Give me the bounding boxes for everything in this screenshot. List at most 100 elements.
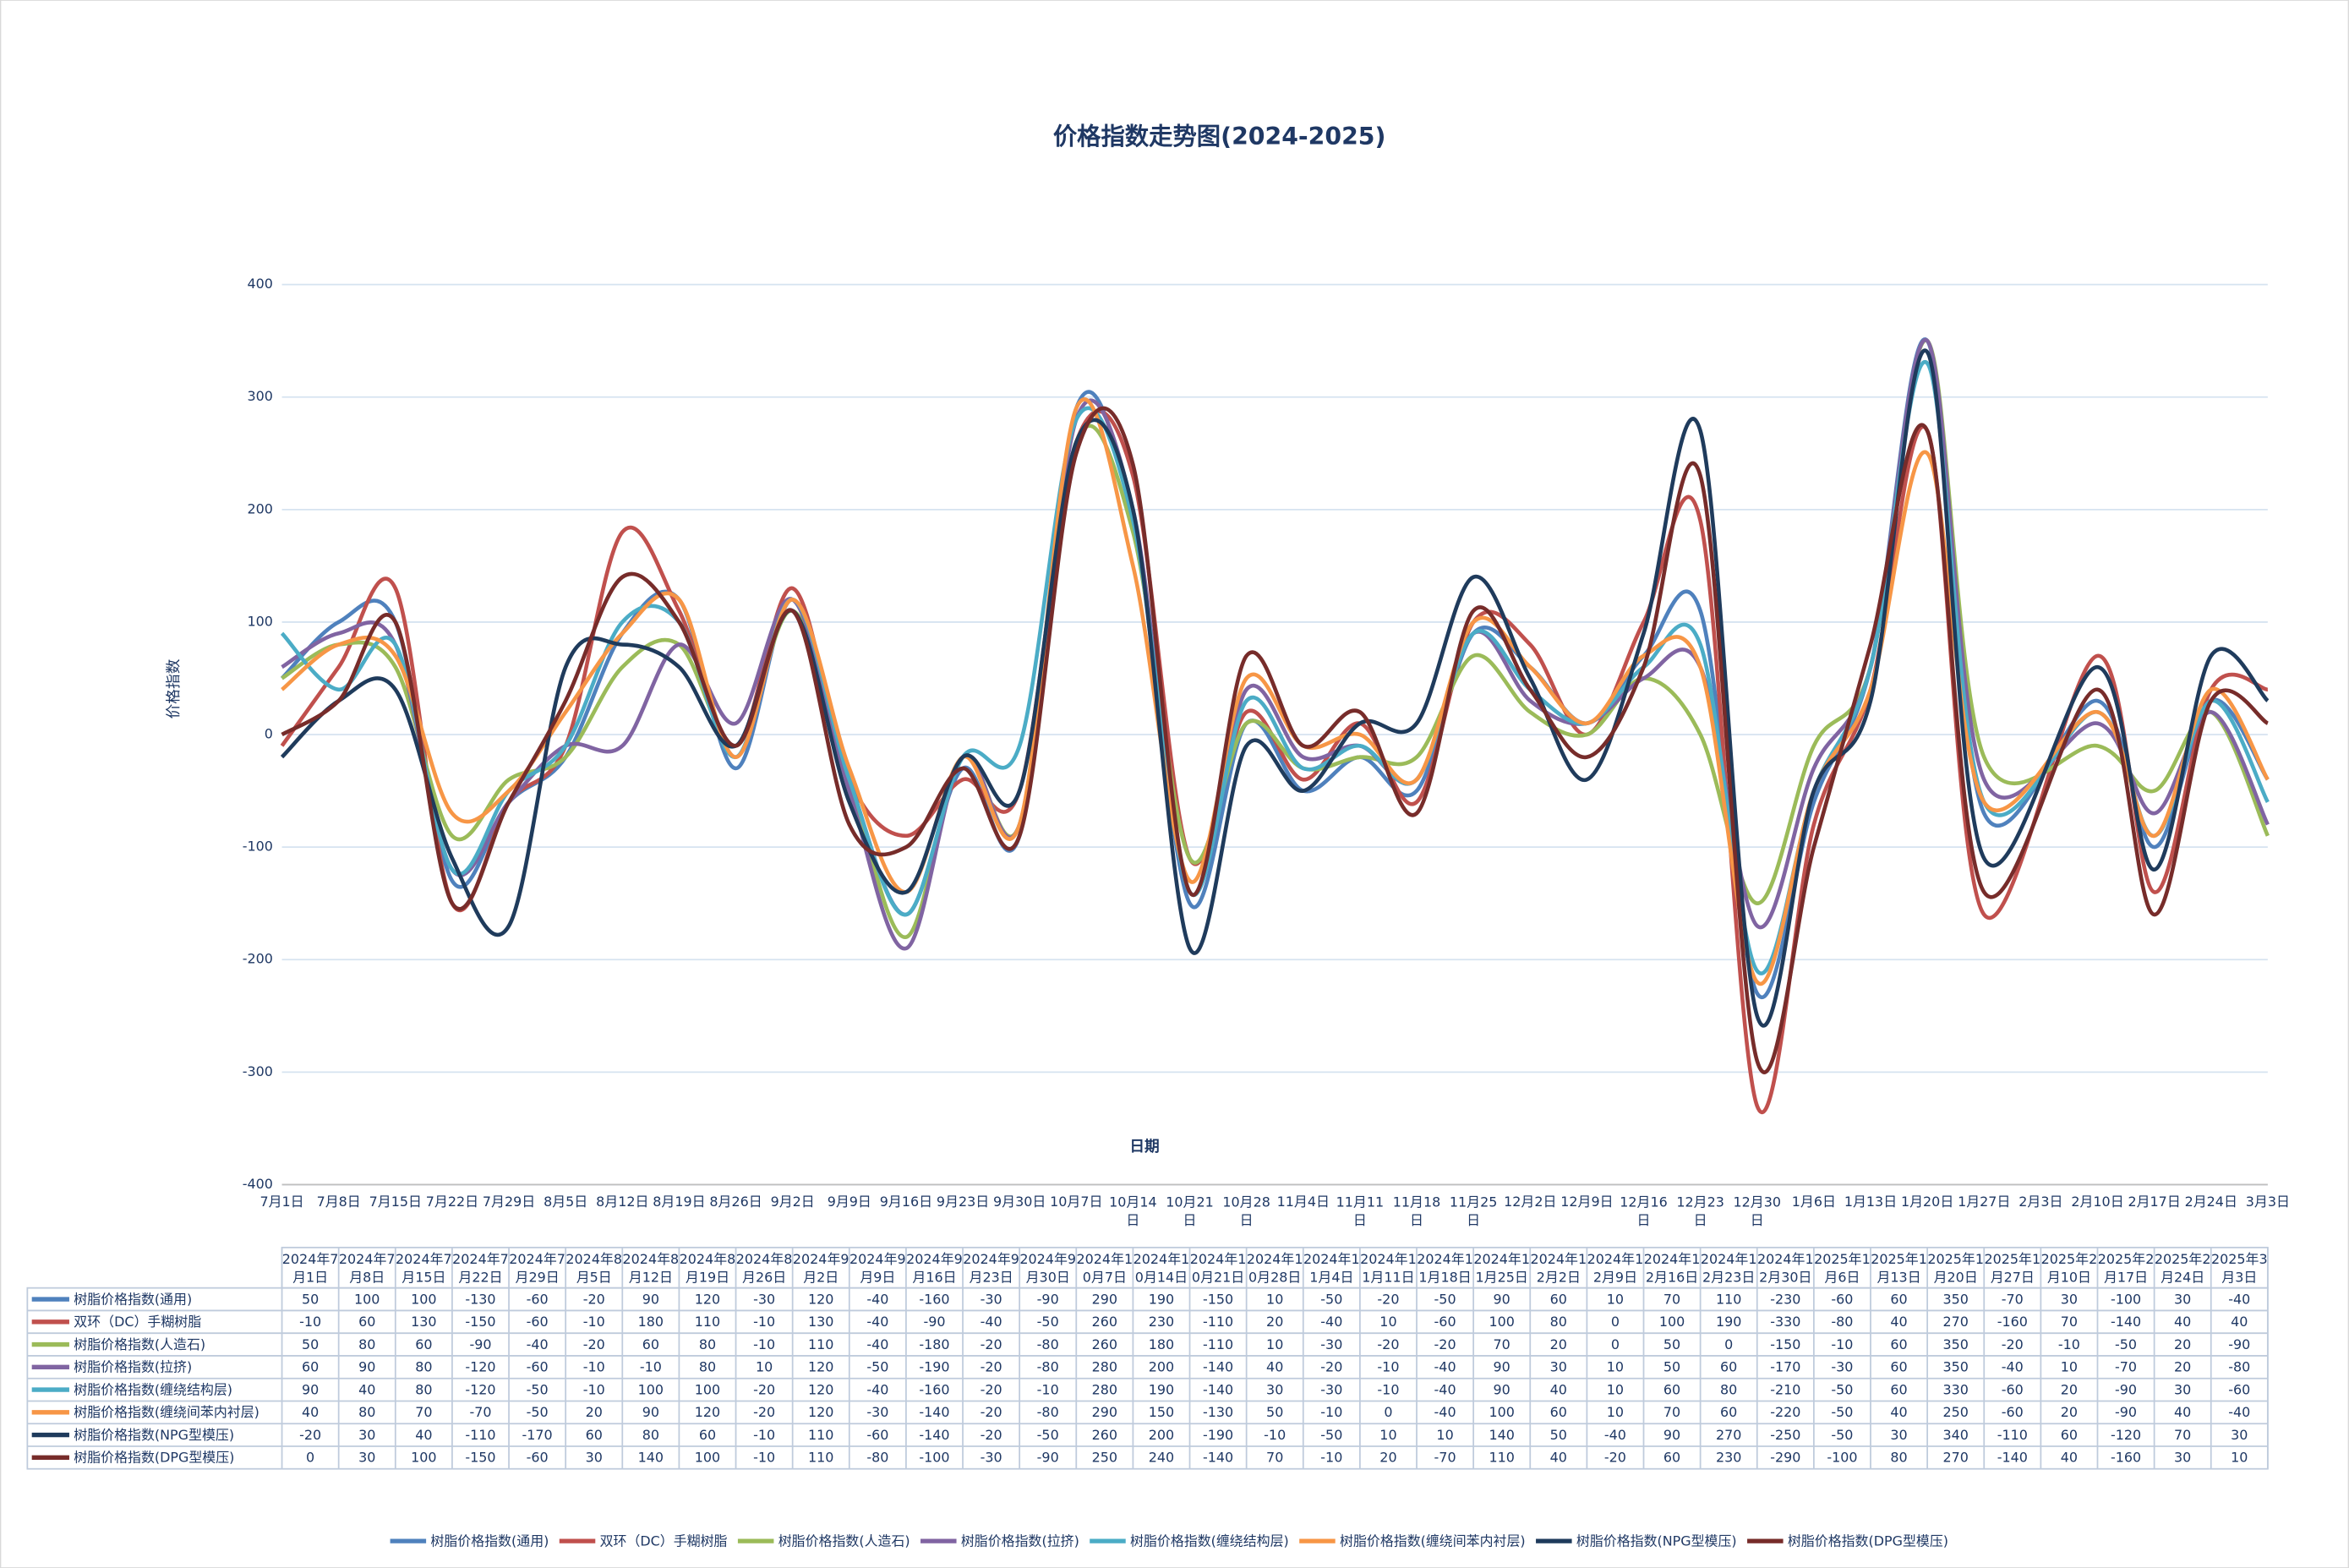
- table-cell: -50: [1831, 1427, 1853, 1443]
- table-header: 2024年1 0月14日: [1134, 1251, 1190, 1285]
- table-cell: -150: [465, 1314, 495, 1330]
- table-cell: -130: [1203, 1404, 1233, 1420]
- table-cell: 10: [1607, 1381, 1624, 1397]
- table-cell: -40: [1434, 1404, 1456, 1420]
- table-cell: -140: [1203, 1359, 1233, 1375]
- x-tick-label: 12月30 日: [1734, 1194, 1782, 1227]
- table-cell: -120: [465, 1381, 495, 1397]
- table-header: 2024年1 2月30日: [1757, 1251, 1814, 1285]
- table-cell: -120: [465, 1359, 495, 1375]
- table-cell: -60: [2002, 1381, 2024, 1397]
- table-cell: -10: [583, 1314, 605, 1330]
- x-tick-label: 11月18 日: [1393, 1194, 1441, 1227]
- x-tick-label: 11月11 日: [1336, 1194, 1385, 1227]
- table-header: 2025年1 月27日: [1984, 1251, 2040, 1285]
- table-cell: 60: [1890, 1359, 1907, 1375]
- x-tick-label: 1月20日: [1901, 1194, 1953, 1210]
- table-cell: -60: [527, 1291, 549, 1307]
- table-cell: -40: [1434, 1359, 1456, 1375]
- table-cell: -140: [919, 1427, 949, 1443]
- table-cell: 250: [1942, 1404, 1968, 1420]
- legend: 树脂价格指数(通用) 双环（DC）手糊树脂 树脂价格指数(人造石) 树脂价格指数(拉挤…: [390, 1532, 1948, 1549]
- table-cell: 80: [699, 1359, 716, 1375]
- table-cell: 90: [302, 1381, 319, 1397]
- table-cell: -80: [1037, 1336, 1059, 1352]
- table-cell: 260: [1092, 1427, 1117, 1443]
- table-cell: -80: [2228, 1359, 2250, 1375]
- x-tick-label: 8月5日: [544, 1194, 587, 1210]
- table-cell: 10: [756, 1359, 773, 1375]
- table-cell: -140: [2111, 1314, 2141, 1330]
- y-tick-label: -300: [243, 1063, 273, 1079]
- table-cell: 20: [2061, 1404, 2078, 1420]
- x-tick-label: 2月3日: [2019, 1194, 2062, 1210]
- table-cell: 20: [2174, 1359, 2191, 1375]
- table-cell: 30: [2061, 1291, 2078, 1307]
- table-header: 2025年2 月17日: [2098, 1251, 2155, 1285]
- x-tick-label: 1月6日: [1792, 1194, 1836, 1210]
- table-cell: 30: [1266, 1381, 1283, 1397]
- table-cell: 30: [1890, 1427, 1907, 1443]
- table-cell: -100: [2111, 1291, 2141, 1307]
- table-cell: 250: [1092, 1450, 1117, 1466]
- table-row-label: 树脂价格指数(DPG型模压): [74, 1450, 234, 1466]
- table-header: 2024年9 月23日: [963, 1251, 1019, 1285]
- table-header: 2024年7 月29日: [509, 1251, 565, 1285]
- table-cell: 20: [1266, 1314, 1283, 1330]
- table-header: 2024年9 月2日: [793, 1251, 849, 1285]
- table-row-label: 树脂价格指数(缠绕间苯内衬层): [74, 1404, 259, 1420]
- table-cell: -90: [1037, 1450, 1059, 1466]
- table-cell: 40: [1550, 1450, 1567, 1466]
- table-cell: 180: [1149, 1336, 1174, 1352]
- table-header: 2024年1 0月7日: [1077, 1251, 1134, 1285]
- table-row-label: 树脂价格指数(NPG型模压): [74, 1427, 234, 1443]
- table-cell: -90: [1037, 1291, 1059, 1307]
- table-cell: 120: [808, 1291, 833, 1307]
- x-tick-label: 12月16 日: [1620, 1194, 1668, 1227]
- x-tick-label: 1月27日: [1958, 1194, 2010, 1210]
- table-cell: 80: [1720, 1381, 1737, 1397]
- x-tick-label: 12月2日: [1504, 1194, 1556, 1210]
- table-cell: -50: [1831, 1404, 1853, 1420]
- table-header: 2024年8 月26日: [736, 1251, 793, 1285]
- table-cell: 60: [699, 1427, 716, 1443]
- table-cell: 20: [2061, 1381, 2078, 1397]
- table-cell: 70: [1494, 1336, 1510, 1352]
- table-cell: 0: [1611, 1314, 1620, 1330]
- table-cell: -70: [2115, 1359, 2137, 1375]
- table-cell: 100: [695, 1450, 720, 1466]
- legend-label: 树脂价格指数(DPG型模压): [1788, 1532, 1948, 1549]
- table-row-label: 双环（DC）手糊树脂: [74, 1314, 201, 1330]
- table-cell: 40: [1550, 1381, 1567, 1397]
- table-cell: -290: [1770, 1450, 1800, 1466]
- table-cell: 10: [1607, 1359, 1624, 1375]
- table-cell: 40: [2061, 1450, 2078, 1466]
- table-cell: 50: [1663, 1336, 1680, 1352]
- table-header: 2024年8 月12日: [623, 1251, 680, 1285]
- table-cell: -50: [866, 1359, 888, 1375]
- table-header: 2024年7 月1日: [282, 1251, 339, 1285]
- table-cell: -20: [1604, 1450, 1626, 1466]
- table-cell: -40: [981, 1314, 1002, 1330]
- table-cell: 350: [1942, 1336, 1968, 1352]
- table-cell: -10: [299, 1314, 321, 1330]
- table-cell: -80: [866, 1450, 888, 1466]
- table-cell: -10: [753, 1314, 775, 1330]
- table-cell: 30: [358, 1427, 375, 1443]
- table-cell: -90: [469, 1336, 491, 1352]
- table-cell: -250: [1770, 1427, 1800, 1443]
- table-cell: 10: [1266, 1291, 1283, 1307]
- table-cell: 280: [1092, 1359, 1117, 1375]
- table-cell: -40: [866, 1291, 888, 1307]
- table-cell: -190: [1203, 1427, 1233, 1443]
- table-cell: 30: [2174, 1450, 2191, 1466]
- table-cell: -50: [527, 1381, 549, 1397]
- table-cell: -10: [1377, 1359, 1399, 1375]
- x-tick-label: 9月30日: [993, 1194, 1046, 1210]
- table-header: 2024年8 月19日: [680, 1251, 736, 1285]
- table-cell: 40: [1890, 1314, 1907, 1330]
- x-axis-label: 日期: [1129, 1138, 1159, 1156]
- table-cell: 230: [1149, 1314, 1174, 1330]
- y-tick-label: 0: [265, 726, 273, 742]
- table-cell: 110: [808, 1450, 833, 1466]
